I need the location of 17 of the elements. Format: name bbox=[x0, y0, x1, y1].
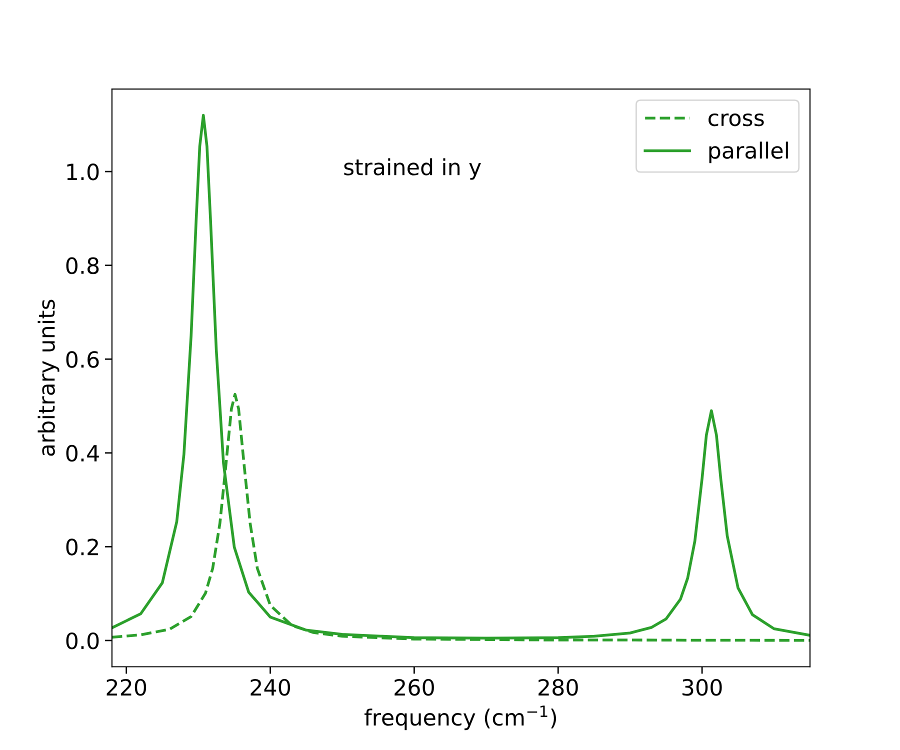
y-tick-label: 1.0 bbox=[67, 164, 99, 180]
y-axis-title: arbitrary units bbox=[38, 300, 60, 456]
line-series bbox=[112, 114, 810, 640]
legend-label: parallel bbox=[709, 142, 788, 164]
y-tick-label: 0.8 bbox=[66, 257, 99, 274]
y-tick-label: 0.2 bbox=[66, 538, 98, 556]
x-tick-label: 300 bbox=[682, 678, 722, 696]
y-tick-label: 0.4 bbox=[66, 444, 99, 462]
x-tick-label: 260 bbox=[394, 678, 434, 696]
x-tick-label: 220 bbox=[106, 678, 146, 696]
legend-label: cross bbox=[708, 113, 764, 126]
x-tick-label: 240 bbox=[250, 678, 290, 696]
annotation: strained in y bbox=[344, 158, 481, 180]
x-axis-title: frequency (cm$^{−1}$) bbox=[364, 706, 556, 730]
y-tick-label: 0.6 bbox=[66, 351, 99, 368]
x-tick-label: 280 bbox=[538, 678, 578, 696]
y-tick-label: 0.0 bbox=[66, 632, 99, 650]
